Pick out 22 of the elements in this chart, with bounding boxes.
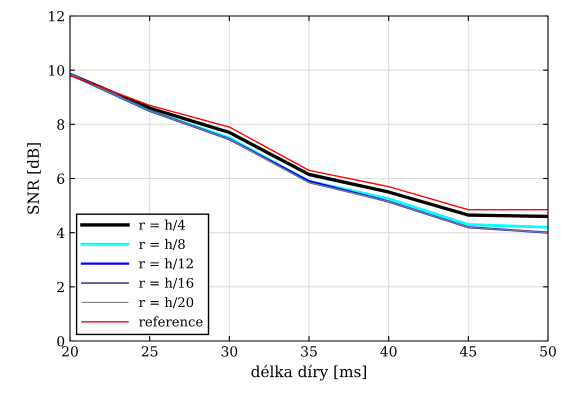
x-tick-label: 45 — [460, 346, 476, 357]
x-tick-label: 30 — [222, 346, 238, 357]
x-tick-label: 40 — [380, 346, 397, 357]
y-tick-label: 4 — [56, 228, 64, 238]
legend-label: r = h/4 — [139, 220, 186, 231]
x-tick-label: 20 — [62, 346, 78, 357]
legend-label: r = h/16 — [139, 278, 194, 289]
x-tick-label: 35 — [301, 346, 317, 357]
legend-label: reference — [139, 316, 203, 327]
x-axis-title: délka díry [ms] — [251, 364, 366, 380]
legend-label: r = h/20 — [139, 296, 194, 308]
y-tick-label: 0 — [57, 336, 64, 346]
legend-label: r = h/8 — [139, 238, 185, 250]
y-tick-label: 2 — [57, 282, 64, 292]
y-tick-label: 8 — [57, 119, 64, 130]
y-axis-title: SNR [dB] — [27, 143, 41, 214]
legend-label: r = h/12 — [139, 258, 193, 270]
y-tick-label: 10 — [49, 65, 64, 76]
y-tick-label: 6 — [57, 173, 64, 184]
x-tick-label: 25 — [142, 346, 158, 357]
x-tick-label: 50 — [540, 346, 556, 357]
y-tick-label: 12 — [49, 10, 64, 22]
